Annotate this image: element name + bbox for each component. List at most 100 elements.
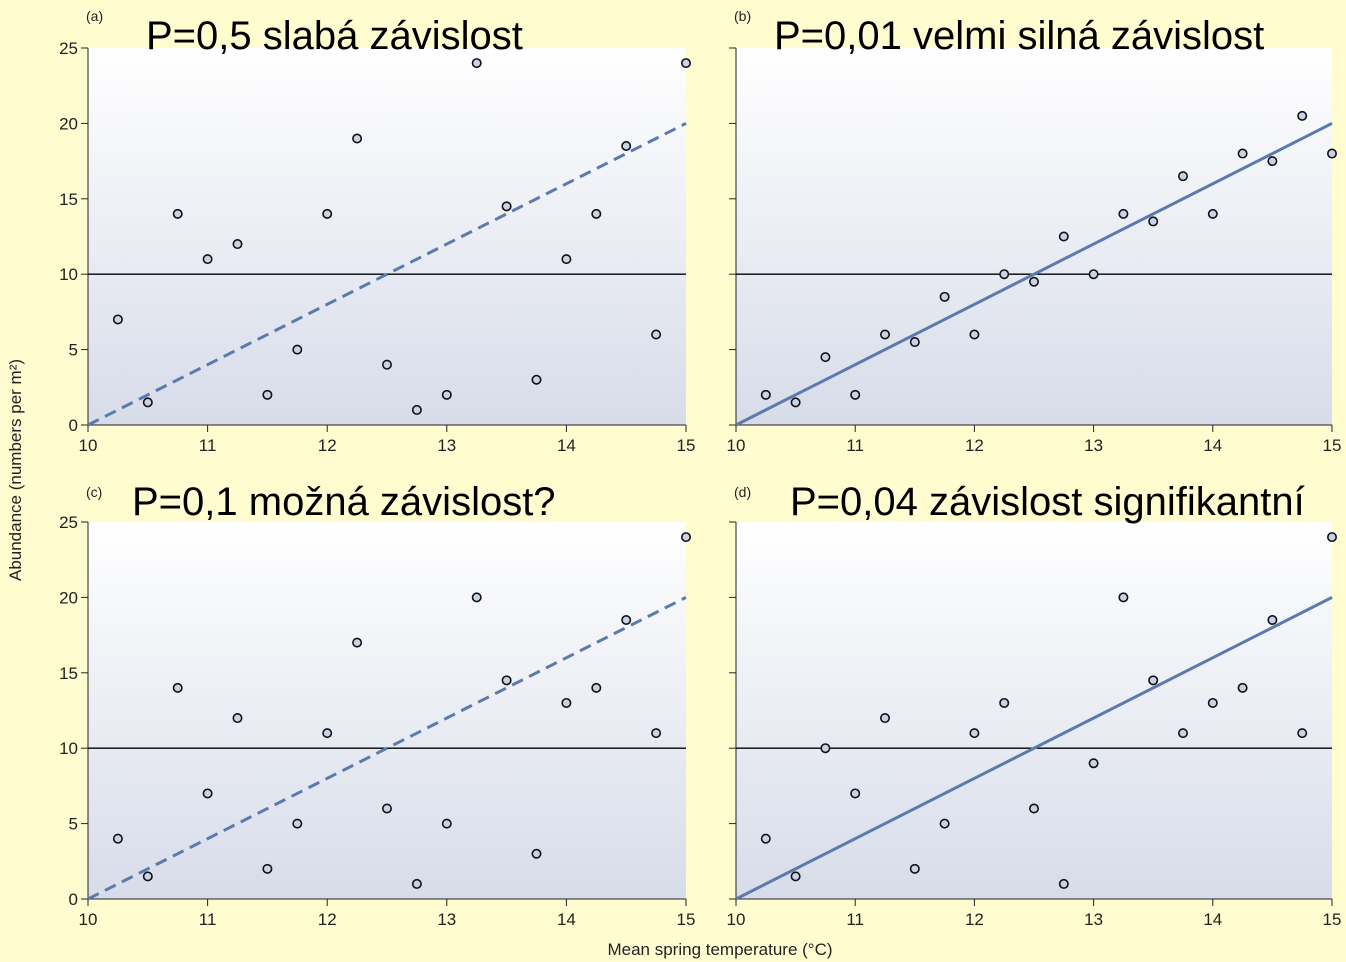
panel-c-y-tick-label: 0	[69, 890, 78, 909]
panel-c-data-point	[202, 788, 213, 799]
panel-a-data-point	[680, 58, 691, 69]
panel-a-data-point	[292, 344, 303, 355]
panel-b-data-point	[1148, 216, 1159, 227]
panel-a-data-point	[591, 208, 602, 219]
panel-c-data-point	[322, 728, 333, 739]
panel-a-data-point	[561, 254, 572, 265]
panel-d-data-point	[1267, 615, 1278, 626]
panel-b-data-point	[1237, 148, 1248, 159]
panel-c-data-point	[352, 637, 363, 648]
panel-label-a: (a)	[86, 8, 104, 24]
panel-c-data-point	[621, 615, 632, 626]
panel-c-data-point	[441, 818, 452, 829]
panel-d-data-point	[1148, 675, 1159, 686]
panel-b-data-point	[969, 329, 980, 340]
panel-d-data-point	[1118, 592, 1129, 603]
panel-a-data-point	[651, 329, 662, 340]
panel-d-data-point	[939, 818, 950, 829]
panel-c-data-point	[292, 818, 303, 829]
panel-b-x-tick-label: 14	[1203, 436, 1222, 455]
panel-d-data-point	[999, 697, 1010, 708]
panel-c-data-point	[262, 863, 273, 874]
panel-c-x-tick-label: 15	[677, 910, 696, 929]
panel-c-y-tick-label: 25	[59, 513, 78, 532]
panel-d-data-point	[760, 833, 771, 844]
panel-c-x-tick-label: 10	[79, 910, 98, 929]
panel-a-data-point	[501, 201, 512, 212]
panel-b-x-tick-label: 12	[965, 436, 984, 455]
panel-c-y-tick-label: 20	[59, 588, 78, 607]
panel-a-data-point	[352, 133, 363, 144]
panel-c-plot-area	[88, 522, 686, 899]
panel-c-data-point	[591, 682, 602, 693]
panel-d-data-point	[850, 788, 861, 799]
panel-b-data-point	[1118, 208, 1129, 219]
panel-b-data-point	[760, 389, 771, 400]
panel-b-x-tick-label: 11	[846, 436, 864, 455]
panel-b-data-point	[1267, 156, 1278, 167]
panel-d-data-point	[969, 728, 980, 739]
panel-a-data-point	[142, 397, 153, 408]
panel-c-data-point	[411, 878, 422, 889]
panel-c-x-tick-label: 14	[557, 910, 576, 929]
panel-a-data-point	[322, 208, 333, 219]
x-axis-title: Mean spring temperature (°C)	[607, 940, 833, 959]
panel-c-x-tick-label: 13	[437, 910, 456, 929]
panel-a-y-tick-label: 20	[59, 114, 78, 133]
panel-a-data-point	[381, 359, 392, 370]
panel-c-y-tick-label: 5	[69, 815, 78, 834]
panel-a-y-tick-label: 5	[69, 341, 78, 360]
panel-a-x-tick-label: 11	[199, 436, 217, 455]
panel-c-data-point	[142, 871, 153, 882]
panel-c-data-point	[381, 803, 392, 814]
panel-c-data-point	[112, 833, 123, 844]
panel-a-x-tick-label: 10	[79, 436, 98, 455]
panel-d-x-tick-label: 10	[727, 910, 746, 929]
panel-b-plot-area	[736, 48, 1332, 425]
panel-b-data-point	[1178, 171, 1189, 182]
panel-d-data-point	[790, 871, 801, 882]
panel-b-x-tick-label: 13	[1084, 436, 1103, 455]
panel-d-x-tick-label: 14	[1203, 910, 1222, 929]
panel-c-data-point	[172, 682, 183, 693]
panel-b-data-point	[999, 269, 1010, 280]
panel-b-data-point	[1029, 276, 1040, 287]
panel-d-data-point	[820, 743, 831, 754]
panel-label-c: (c)	[86, 484, 103, 500]
panel-b-data-point	[850, 389, 861, 400]
panel-a-y-tick-label: 25	[59, 39, 78, 58]
panel-b-data-point	[1058, 231, 1069, 242]
panel-b-data-point	[1088, 269, 1099, 280]
panel-a-data-point	[262, 389, 273, 400]
panel-a-x-tick-label: 15	[677, 436, 696, 455]
panel-b-data-point	[1327, 148, 1338, 159]
panel-a-data-point	[172, 208, 183, 219]
panel-d-x-tick-label: 13	[1084, 910, 1103, 929]
panel-b-data-point	[879, 329, 890, 340]
panel-d-data-point	[1088, 758, 1099, 769]
panel-a-data-point	[411, 404, 422, 415]
panel-d-data-point	[1207, 697, 1218, 708]
panel-d-x-tick-label: 15	[1323, 910, 1342, 929]
y-axis-title: Abundance (numbers per m²)	[6, 358, 25, 582]
panel-a-fit-line	[87, 122, 687, 427]
panel-d-data-point	[1058, 878, 1069, 889]
panel-a-x-tick-label: 12	[318, 436, 337, 455]
panel-a-data-point	[621, 141, 632, 152]
panel-b-data-point	[1207, 208, 1218, 219]
panel-b-data-point	[790, 397, 801, 408]
panel-b-x-tick-label: 15	[1323, 436, 1342, 455]
panel-a-y-tick-label: 15	[59, 190, 78, 209]
panel-c-data-point	[232, 713, 243, 724]
panel-d-data-point	[1327, 532, 1338, 543]
panel-c-data-point	[501, 675, 512, 686]
panel-d-x-tick-label: 12	[965, 910, 984, 929]
panel-c-data-point	[471, 592, 482, 603]
panel-d-fit-line	[735, 596, 1333, 901]
panel-c-data-point	[651, 728, 662, 739]
panel-d-data-point	[909, 863, 920, 874]
panel-c-data-point	[561, 697, 572, 708]
panel-b-fit-line	[735, 122, 1333, 427]
panel-c-y-tick-label: 15	[59, 664, 78, 683]
